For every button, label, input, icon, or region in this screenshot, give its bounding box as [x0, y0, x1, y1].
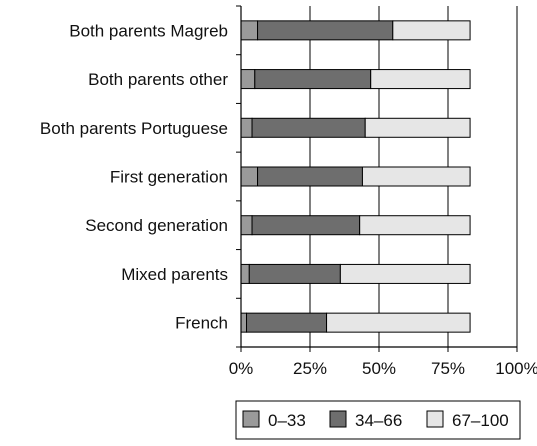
bar-segment — [364, 117, 471, 138]
bar-segment — [339, 263, 471, 284]
bar-segment — [240, 69, 256, 90]
bar-segment — [248, 263, 341, 284]
bar-segment — [240, 166, 259, 187]
bar-segment — [246, 312, 328, 333]
bar-segment — [254, 69, 372, 90]
axes — [236, 5, 518, 352]
bar-segment — [370, 69, 471, 90]
x-tick-label: 50% — [362, 359, 396, 378]
bar-segment — [392, 20, 471, 41]
x-tick-label: 100% — [495, 359, 537, 378]
category-label: Both parents Magreb — [69, 21, 228, 40]
x-tick-label: 75% — [431, 359, 465, 378]
legend-label-1: 34–66 — [355, 411, 402, 430]
legend-frame — [235, 400, 521, 440]
legend-label-0: 0–33 — [268, 411, 306, 430]
bar-segment — [361, 166, 471, 187]
x-tick-labels: 0% 25% 50% 75% 100% — [229, 359, 537, 378]
bar-segment — [240, 312, 248, 333]
legend: 0–33 34–66 67–100 — [235, 400, 521, 440]
bar-segment — [240, 215, 253, 236]
bar-segment — [257, 166, 363, 187]
bar-segment — [240, 263, 250, 284]
category-labels: Both parents Magreb Both parents other Bot… — [40, 21, 228, 332]
legend-swatch-1 — [329, 410, 347, 428]
bar-segment — [359, 215, 471, 236]
category-label: French — [175, 314, 228, 333]
bar-segment — [251, 215, 361, 236]
bar-segment — [240, 117, 253, 138]
x-tick-label: 25% — [293, 359, 327, 378]
category-label: Both parents other — [88, 70, 228, 89]
category-label: Both parents Portuguese — [40, 119, 228, 138]
bars — [240, 20, 471, 333]
category-label: Mixed parents — [121, 265, 228, 284]
x-tick-label: 0% — [229, 359, 254, 378]
bar-segment — [257, 20, 394, 41]
legend-label-2: 67–100 — [452, 411, 509, 430]
legend-swatch-0 — [242, 410, 260, 428]
category-label: Second generation — [85, 216, 228, 235]
legend-swatch-2 — [426, 410, 444, 428]
category-label: First generation — [110, 168, 228, 187]
bar-segment — [240, 20, 259, 41]
bar-segment — [251, 117, 366, 138]
bar-segment — [326, 312, 471, 333]
